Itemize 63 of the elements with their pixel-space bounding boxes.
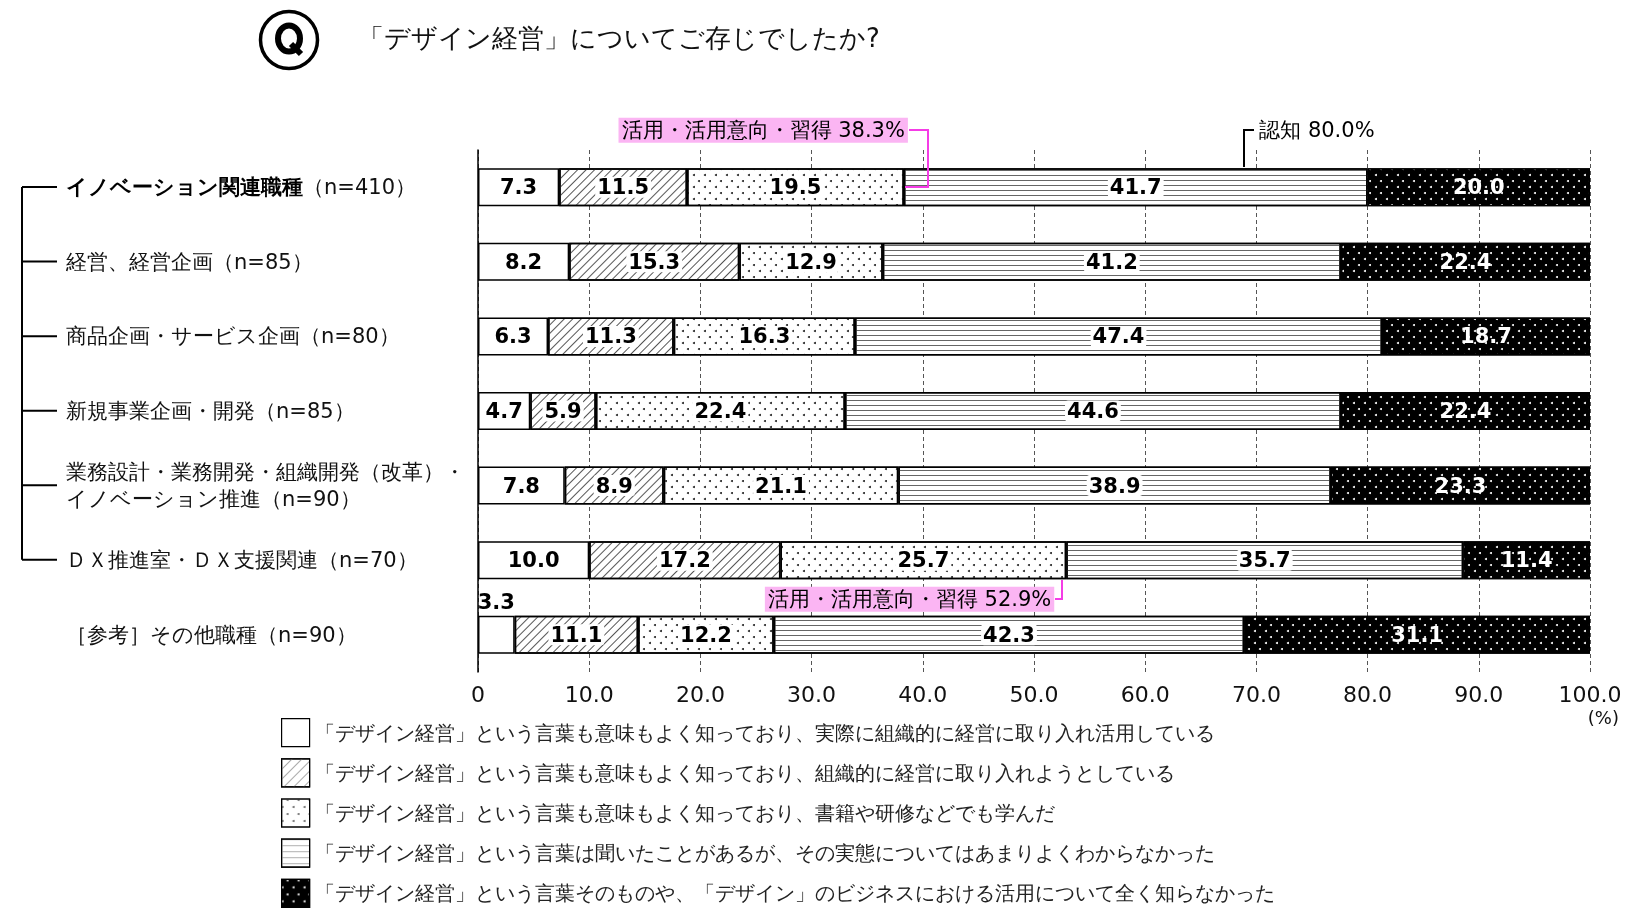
data-label: 25.7 — [897, 548, 950, 573]
legend-label: 「デザイン経営」という言葉そのものや、「デザイン」のビジネスにおける活用について全く知らなかった — [314, 881, 1275, 906]
y-tick-label: ＤＸ推進室・ＤＸ支援関連（n=70） — [66, 548, 418, 573]
data-label: 10.0 — [507, 548, 560, 573]
legend-label: 「デザイン経営」という言葉も意味もよく知っており、書籍や研修などでも学んだ — [314, 801, 1055, 825]
data-label: 22.4 — [1439, 249, 1492, 274]
data-label: 11.5 — [597, 175, 650, 200]
data-label: 15.3 — [628, 249, 681, 274]
data-label: 20.0 — [1452, 175, 1505, 200]
data-label: 41.7 — [1109, 175, 1162, 200]
x-tick-label: 80.0 — [1343, 681, 1393, 707]
annotation: 活用・活用意向・習得 52.9% — [767, 587, 1052, 612]
data-label: 44.6 — [1067, 399, 1119, 423]
data-label: 12.9 — [785, 249, 837, 274]
data-label: 23.3 — [1434, 473, 1487, 498]
data-label: 6.3 — [494, 324, 532, 349]
data-label: 8.2 — [504, 249, 543, 274]
data-label: 21.1 — [755, 473, 807, 498]
y-tick-label: 業務設計・業務開発・組織開発（改革）・イノベーション推進（n=90） — [66, 460, 465, 512]
data-label: 47.4 — [1092, 324, 1145, 349]
data-label: 16.3 — [738, 324, 791, 349]
data-label: 11.3 — [584, 324, 637, 349]
data-label: 11.4 — [1500, 548, 1553, 573]
data-label: 35.7 — [1238, 548, 1291, 573]
x-tick-label: 60.0 — [1120, 681, 1170, 707]
data-label: 17.2 — [658, 548, 711, 573]
x-axis-title: (%) — [1587, 706, 1619, 728]
y-tick-label: 商品企画・サービス企画（n=80） — [66, 324, 400, 349]
data-label: 38.9 — [1088, 473, 1141, 498]
data-label: 4.7 — [485, 399, 523, 423]
data-label: 18.7 — [1460, 324, 1512, 349]
chart-title: 「デザイン経営」についてご存じでしたか? — [358, 23, 880, 53]
legend-label: 「デザイン経営」という言葉も意味もよく知っており、組織的に経営に取り入れようとしている — [314, 760, 1175, 785]
legend-label: 「デザイン経営」という言葉も意味もよく知っており、実際に組織的に経営に取り入れ活用している — [314, 720, 1215, 745]
data-label: 11.1 — [550, 622, 603, 647]
data-label: 31.1 — [1391, 622, 1443, 647]
data-label: 41.2 — [1085, 249, 1138, 274]
x-tick-label: 30.0 — [787, 681, 837, 707]
annotation: 認知 80.0% — [1259, 118, 1375, 143]
data-label: 8.9 — [595, 473, 633, 498]
data-label: 22.4 — [1439, 399, 1492, 423]
x-tick-label: 10.0 — [564, 681, 614, 707]
data-label: 42.3 — [983, 622, 1035, 647]
annotation: 活用・活用意向・習得 38.3% — [621, 118, 905, 143]
x-tick-label: 0 — [471, 681, 485, 707]
data-label: 3.3 — [477, 590, 515, 615]
data-label: 5.9 — [544, 399, 582, 423]
y-tick-label: ［参考］その他職種（n=90） — [66, 622, 357, 647]
data-label: 7.3 — [499, 175, 538, 200]
y-tick-label: 新規事業企画・開発（n=85） — [66, 399, 355, 423]
y-tick-label: 経営、経営企画（n=85） — [65, 249, 313, 274]
data-label: 7.8 — [502, 473, 540, 498]
data-label: 12.2 — [680, 622, 732, 647]
legend-label: 「デザイン経営」という言葉は聞いたことがあるが、その実態についてはあまりよくわからなかった — [314, 841, 1215, 866]
data-label: 19.5 — [769, 175, 822, 200]
x-tick-label: 100.0 — [1558, 681, 1622, 707]
x-tick-label: 20.0 — [675, 681, 725, 707]
x-tick-label: 90.0 — [1454, 681, 1504, 707]
x-tick-label: 40.0 — [898, 681, 948, 707]
y-tick-label: イノベーション関連職種（n=410） — [66, 175, 416, 200]
x-tick-label: 50.0 — [1009, 681, 1059, 707]
data-label: 22.4 — [694, 399, 747, 423]
x-tick-label: 70.0 — [1231, 681, 1281, 707]
